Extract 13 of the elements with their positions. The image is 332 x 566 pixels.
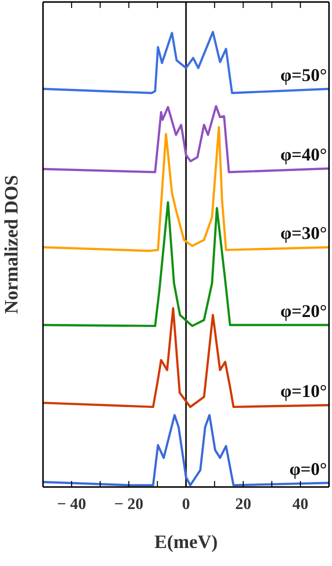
series-label: φ=20° (280, 301, 327, 322)
x-tick-label: − 20 (114, 496, 144, 513)
x-tick-label: 20 (235, 496, 252, 513)
x-tick-label: 0 (182, 496, 190, 513)
series-label: φ=10° (280, 381, 327, 402)
x-tick-label: − 40 (57, 496, 86, 513)
series-label: φ=30° (280, 223, 327, 244)
x-tick-label: 40 (292, 496, 308, 513)
series-label: φ=40° (280, 144, 327, 165)
series-label: φ=50° (280, 64, 327, 85)
x-axis-title: E(meV) (154, 532, 218, 553)
y-axis-title: Normalized DOS (2, 175, 23, 314)
series-label: φ=0° (289, 458, 327, 479)
